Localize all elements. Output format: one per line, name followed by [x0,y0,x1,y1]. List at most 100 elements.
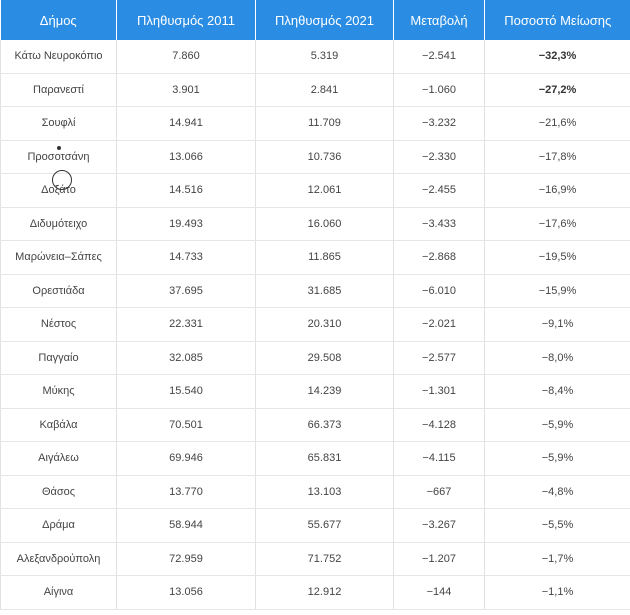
cell-population-2011: 22.331 [116,307,256,342]
cell-population-2021: 11.709 [255,106,394,141]
cell-population-2021: 12.061 [255,173,394,208]
cell-population-2011: 32.085 [116,341,256,375]
cell-population-2011: 7.860 [116,40,256,74]
cell-decrease-percent: −27,2% [484,73,630,107]
header-decrease-percent[interactable]: Ποσοστό Μείωσης [484,0,630,40]
table-body: Κάτω Νευροκόπιο 7.860 5.319 −2.541 −32,3% Παρ… [0,40,630,610]
cell-municipality: Κάτω Νευροκόπιο [0,40,117,74]
header-population-2021[interactable]: Πληθυσμός 2021 [255,0,394,40]
cell-population-2021: 65.831 [255,441,394,476]
cell-population-2011: 14.516 [116,173,256,208]
cell-decrease-percent: −1,7% [484,542,630,576]
cell-population-2011: 19.493 [116,207,256,241]
cell-change: −3.267 [393,508,485,543]
cell-population-2021: 16.060 [255,207,394,241]
cell-population-2021: 11.865 [255,240,394,275]
cell-population-2021: 10.736 [255,140,394,174]
cell-population-2011: 14.941 [116,106,256,141]
cell-decrease-percent: −5,9% [484,408,630,442]
cell-decrease-percent: −32,3% [484,40,630,74]
cell-population-2021: 71.752 [255,542,394,576]
cell-change: −144 [393,575,485,610]
table-row: Ορεστιάδα 37.695 31.685 −6.010 −15,9% [0,274,630,308]
cell-municipality: Αιγάλεω [0,441,117,476]
cell-municipality: Καβάλα [0,408,117,442]
cell-population-2011: 3.901 [116,73,256,107]
table-row: Αλεξανδρούπολη 72.959 71.752 −1.207 −1,7% [0,542,630,576]
cell-municipality: Σουφλί [0,106,117,141]
table-row: Παγγαίο 32.085 29.508 −2.577 −8,0% [0,341,630,375]
cell-decrease-percent: −9,1% [484,307,630,342]
header-change[interactable]: Μεταβολή [393,0,485,40]
cell-population-2021: 14.239 [255,374,394,409]
table-row: Σουφλί 14.941 11.709 −3.232 −21,6% [0,106,630,141]
cell-change: −2.330 [393,140,485,174]
cell-municipality: Νέστος [0,307,117,342]
cell-change: −2.455 [393,173,485,208]
cell-change: −1.207 [393,542,485,576]
table-row: Θάσος 13.770 13.103 −667 −4,8% [0,475,630,509]
cell-municipality: Μύκης [0,374,117,409]
cell-population-2011: 14.733 [116,240,256,275]
cell-decrease-percent: −15,9% [484,274,630,308]
header-population-2011[interactable]: Πληθυσμός 2011 [116,0,256,40]
cell-population-2021: 31.685 [255,274,394,308]
table-row: Παρανεστί 3.901 2.841 −1.060 −27,2% [0,73,630,107]
cell-municipality: Προσοτσάνη [0,140,117,174]
cell-change: −4.115 [393,441,485,476]
cell-municipality: Μαρώνεια–Σάπες [0,240,117,275]
table-row: Αιγάλεω 69.946 65.831 −4.115 −5,9% [0,441,630,476]
cell-change: −667 [393,475,485,509]
header-municipality[interactable]: Δήμος [0,0,117,40]
table-row: Δοξάτο 14.516 12.061 −2.455 −16,9% [0,173,630,208]
cell-decrease-percent: −21,6% [484,106,630,141]
cell-population-2021: 12.912 [255,575,394,610]
table-row: Δράμα 58.944 55.677 −3.267 −5,5% [0,508,630,543]
cell-population-2021: 29.508 [255,341,394,375]
cell-decrease-percent: −17,8% [484,140,630,174]
cell-municipality: Ορεστιάδα [0,274,117,308]
cell-municipality: Παρανεστί [0,73,117,107]
cell-population-2011: 13.056 [116,575,256,610]
cell-population-2021: 2.841 [255,73,394,107]
cell-decrease-percent: −19,5% [484,240,630,275]
cell-population-2011: 15.540 [116,374,256,409]
cell-decrease-percent: −5,9% [484,441,630,476]
cell-change: −4.128 [393,408,485,442]
cell-decrease-percent: −5,5% [484,508,630,543]
cell-change: −6.010 [393,274,485,308]
cell-municipality: Διδυμότειχο [0,207,117,241]
cell-population-2021: 13.103 [255,475,394,509]
cell-population-2011: 58.944 [116,508,256,543]
table-row: Μύκης 15.540 14.239 −1.301 −8,4% [0,374,630,409]
cell-decrease-percent: −1,1% [484,575,630,610]
cell-change: −1.301 [393,374,485,409]
cell-municipality: Αλεξανδρούπολη [0,542,117,576]
cell-change: −3.433 [393,207,485,241]
cell-population-2021: 55.677 [255,508,394,543]
cell-decrease-percent: −17,6% [484,207,630,241]
cell-population-2011: 69.946 [116,441,256,476]
cell-population-2021: 5.319 [255,40,394,74]
cell-decrease-percent: −8,4% [484,374,630,409]
cell-change: −3.232 [393,106,485,141]
table-row: Μαρώνεια–Σάπες 14.733 11.865 −2.868 −19,5% [0,240,630,275]
table-row: Κάτω Νευροκόπιο 7.860 5.319 −2.541 −32,3% [0,40,630,74]
cell-population-2011: 72.959 [116,542,256,576]
cell-change: −2.021 [393,307,485,342]
cell-municipality: Αίγινα [0,575,117,610]
cell-population-2011: 13.770 [116,475,256,509]
cell-population-2011: 37.695 [116,274,256,308]
cell-municipality: Παγγαίο [0,341,117,375]
table-row: Προσοτσάνη 13.066 10.736 −2.330 −17,8% [0,140,630,174]
cell-decrease-percent: −8,0% [484,341,630,375]
cell-population-2021: 66.373 [255,408,394,442]
cell-decrease-percent: −16,9% [484,173,630,208]
cell-change: −2.577 [393,341,485,375]
cell-population-2011: 13.066 [116,140,256,174]
cell-decrease-percent: −4,8% [484,475,630,509]
cell-change: −2.541 [393,40,485,74]
table-row: Αίγινα 13.056 12.912 −144 −1,1% [0,575,630,610]
cell-municipality: Θάσος [0,475,117,509]
